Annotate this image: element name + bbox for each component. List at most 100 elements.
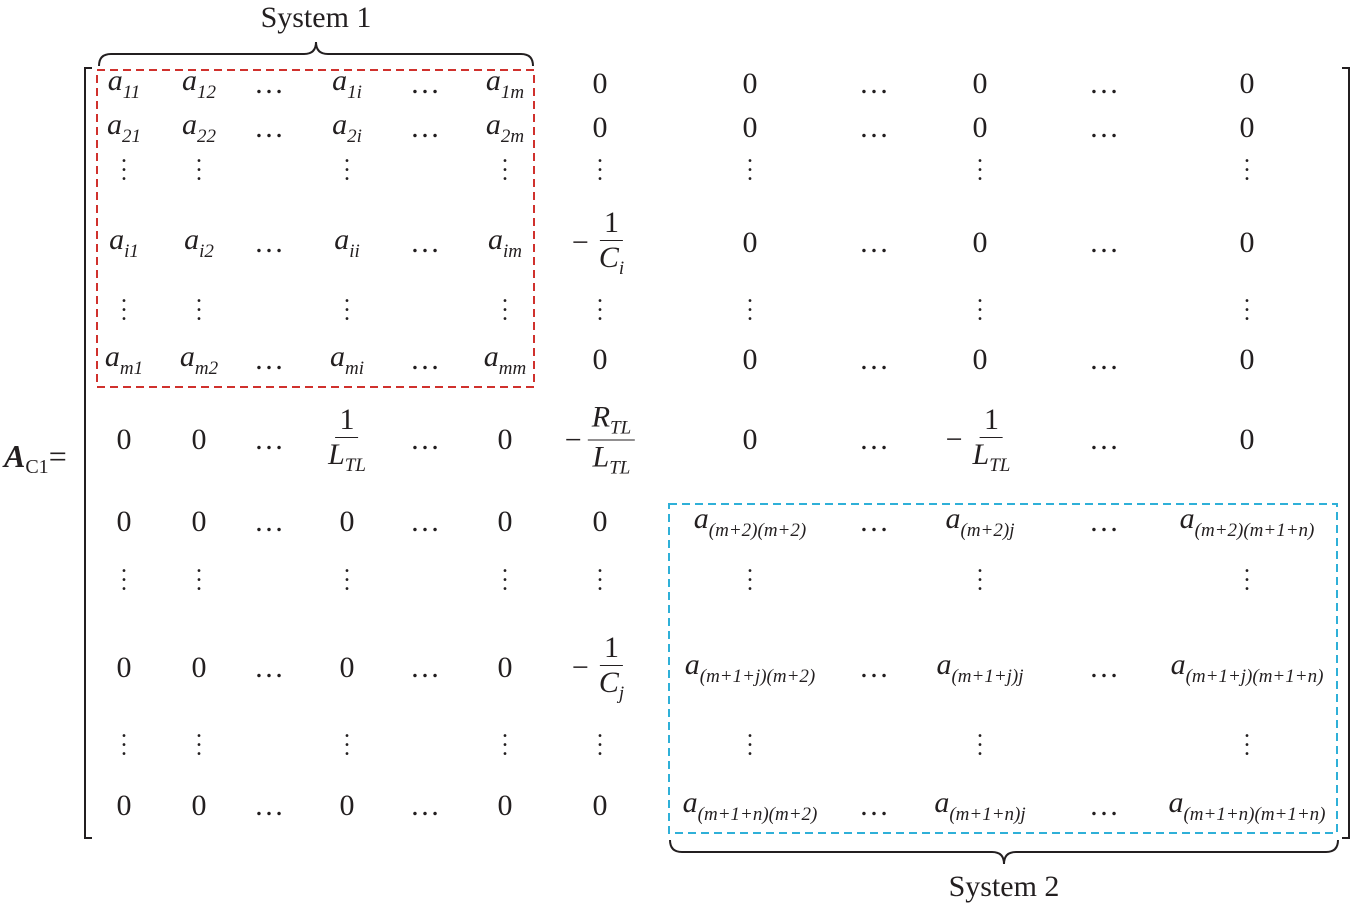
vertical-ellipsis: · · ·: [976, 150, 984, 193]
vertical-ellipsis-glyph: · · ·: [343, 148, 351, 193]
horizontal-ellipsis: …: [859, 789, 891, 822]
entry-subscript: (m+2)(m+1+n): [1194, 520, 1315, 541]
matrix-entry: a2m: [486, 110, 524, 147]
numerator: RTL: [587, 400, 636, 441]
vertical-ellipsis: · · ·: [596, 150, 604, 193]
matrix-entry: ai1: [109, 225, 139, 262]
matrix-entry: a(m+1+n)(m+1+n): [1168, 788, 1325, 825]
matrix-entry: 0: [116, 789, 132, 822]
denominator-base: L: [592, 440, 610, 474]
vertical-ellipsis: · · ·: [343, 725, 351, 768]
matrix-entry: a2i: [332, 108, 362, 147]
equals-sign: =: [48, 438, 67, 474]
numerator: 1: [979, 405, 1003, 438]
right-bracket: [1342, 67, 1350, 839]
matrix-entry: a(m+1+j)j: [936, 648, 1023, 687]
fraction-entry: −1 LTL: [946, 405, 1015, 476]
vertical-ellipsis: · · ·: [596, 290, 604, 333]
fraction-body: 1 Cj: [595, 633, 628, 704]
horizontal-ellipsis: …: [254, 343, 286, 376]
entry-subscript: mi: [345, 358, 364, 379]
fraction: −1 Ci: [572, 208, 628, 279]
matrix-entry: 0: [497, 423, 513, 456]
horizontal-ellipsis: …: [410, 651, 442, 684]
fraction-body: 1 Ci: [595, 208, 628, 279]
matrix-entry: a(m+1+n)j: [934, 786, 1026, 825]
horizontal-ellipsis: …: [410, 789, 442, 822]
matrix-entry: 0: [972, 226, 988, 259]
entry-base: a: [936, 648, 952, 681]
fraction-body: 1 LTL: [324, 405, 370, 476]
horizontal-ellipsis: …: [410, 226, 442, 259]
entry-base: a: [684, 648, 700, 681]
matrix-entry: 0: [497, 651, 513, 684]
numerator-subscript: TL: [610, 417, 632, 439]
entry-subscript: im: [503, 241, 522, 262]
vertical-ellipsis-glyph: · · ·: [195, 148, 203, 193]
matrix-entry: a22: [182, 110, 216, 147]
horizontal-ellipsis: …: [1089, 226, 1121, 259]
matrix-lhs: AC1=: [4, 438, 67, 479]
vertical-ellipsis: · · ·: [1243, 560, 1251, 603]
entry-base: a: [682, 786, 698, 819]
horizontal-ellipsis: …: [859, 505, 891, 538]
vertical-ellipsis: · · ·: [1243, 725, 1251, 768]
vertical-ellipsis-glyph: · · ·: [195, 558, 203, 603]
vertical-ellipsis: · · ·: [501, 290, 509, 333]
denominator-subscript: j: [618, 683, 625, 704]
horizontal-ellipsis: …: [859, 67, 891, 100]
entry-base: a: [107, 64, 123, 97]
vertical-ellipsis-glyph: · · ·: [1243, 148, 1251, 193]
entry-base: a: [485, 64, 501, 97]
entry-base: a: [184, 223, 200, 256]
system1-box: [96, 69, 535, 388]
matrix-entry: a(m+2)(m+2): [694, 504, 806, 541]
entry-subscript: i1: [124, 241, 139, 262]
matrix-entry: 0: [742, 423, 758, 456]
vertical-ellipsis: · · ·: [120, 560, 128, 603]
vertical-ellipsis: · · ·: [120, 148, 128, 193]
vertical-ellipsis-glyph: · · ·: [501, 723, 509, 768]
denominator-subscript: TL: [344, 455, 366, 476]
matrix-entry: 0: [339, 789, 355, 822]
horizontal-ellipsis: …: [1089, 651, 1121, 684]
entry-base: a: [934, 786, 950, 819]
matrix-entry: a(m+1+j)(m+2): [684, 648, 816, 687]
horizontal-ellipsis: …: [254, 505, 286, 538]
matrix-entry: a11: [107, 64, 141, 103]
entry-base: a: [488, 223, 503, 256]
matrix-entry: 0: [191, 505, 207, 538]
entry-base: a: [332, 108, 348, 141]
horizontal-ellipsis: …: [254, 111, 286, 144]
denominator-base: C: [598, 241, 619, 274]
fraction-entry: −1 Ci: [572, 208, 628, 279]
denominator-subscript: i: [618, 258, 625, 279]
system1-label: System 1: [260, 1, 372, 34]
entry-base: a: [330, 340, 345, 373]
horizontal-ellipsis: …: [254, 226, 286, 259]
matrix-entry: a(m+2)j: [946, 504, 1015, 541]
horizontal-ellipsis: …: [1089, 505, 1121, 538]
matrix-entry: 0: [742, 343, 758, 376]
matrix-entry: aim: [488, 223, 522, 262]
entry-base: a: [1170, 648, 1186, 681]
horizontal-ellipsis: …: [1089, 423, 1121, 456]
denominator-base: L: [972, 438, 990, 471]
matrix-entry: 0: [972, 67, 988, 100]
matrix-entry: 0: [191, 423, 207, 456]
entry-base: a: [1179, 502, 1195, 535]
vertical-ellipsis-glyph: · · ·: [195, 723, 203, 768]
matrix-entry: 0: [592, 505, 608, 538]
horizontal-ellipsis: …: [410, 67, 442, 100]
numerator-base: R: [591, 400, 611, 434]
matrix-entry: 0: [972, 343, 988, 376]
entry-subscript: (m+1+n)j: [949, 804, 1026, 825]
vertical-ellipsis-glyph: · · ·: [501, 148, 509, 193]
fraction-entry: 1 LTL: [324, 405, 370, 476]
fraction: −1 LTL: [946, 405, 1015, 476]
matrix-entry: 0: [1239, 343, 1255, 376]
vertical-ellipsis: · · ·: [195, 290, 203, 333]
vertical-ellipsis-glyph: · · ·: [120, 723, 128, 768]
vertical-ellipsis-glyph: · · ·: [120, 148, 128, 193]
matrix-entry: ai2: [184, 223, 214, 262]
